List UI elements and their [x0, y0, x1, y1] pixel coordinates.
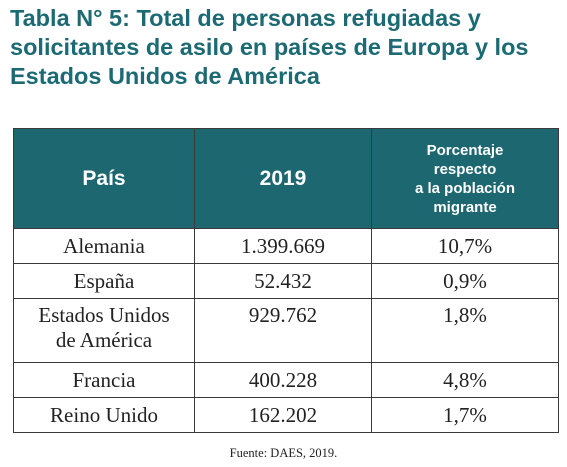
cell-value: 929.762 [194, 298, 372, 363]
table-header-row: País 2019 Porcentaje respecto a la pobla… [13, 128, 559, 229]
cell-country: Francia [13, 362, 195, 398]
cell-country: España [13, 263, 195, 299]
cell-value: 1.399.669 [194, 228, 372, 264]
cell-percent: 1,7% [371, 397, 559, 433]
cell-country: Estados Unidos de América [13, 298, 195, 363]
cell-value: 400.228 [194, 362, 372, 398]
cell-country: Alemania [13, 228, 195, 264]
table-row: Estados Unidos de América 929.762 1,8% [13, 298, 559, 363]
refugees-table: País 2019 Porcentaje respecto a la pobla… [13, 128, 559, 433]
cell-value: 162.202 [194, 397, 372, 433]
table-row: Reino Unido 162.202 1,7% [13, 397, 559, 433]
cell-percent: 4,8% [371, 362, 559, 398]
cell-value: 52.432 [194, 263, 372, 299]
table-title: Tabla N° 5: Total de personas refugiadas… [10, 5, 529, 89]
table-row: España 52.432 0,9% [13, 263, 559, 299]
cell-percent: 1,8% [371, 298, 559, 363]
column-header-country: País [13, 128, 195, 229]
cell-percent: 0,9% [371, 263, 559, 299]
column-header-year: 2019 [194, 128, 372, 229]
table-row: Alemania 1.399.669 10,7% [13, 228, 559, 264]
cell-country: Reino Unido [13, 397, 195, 433]
cell-percent: 10,7% [371, 228, 559, 264]
source-note: Fuente: DAES, 2019. [229, 446, 338, 460]
table-row: Francia 400.228 4,8% [13, 362, 559, 398]
column-header-percentage: Porcentaje respecto a la población migra… [371, 128, 559, 229]
